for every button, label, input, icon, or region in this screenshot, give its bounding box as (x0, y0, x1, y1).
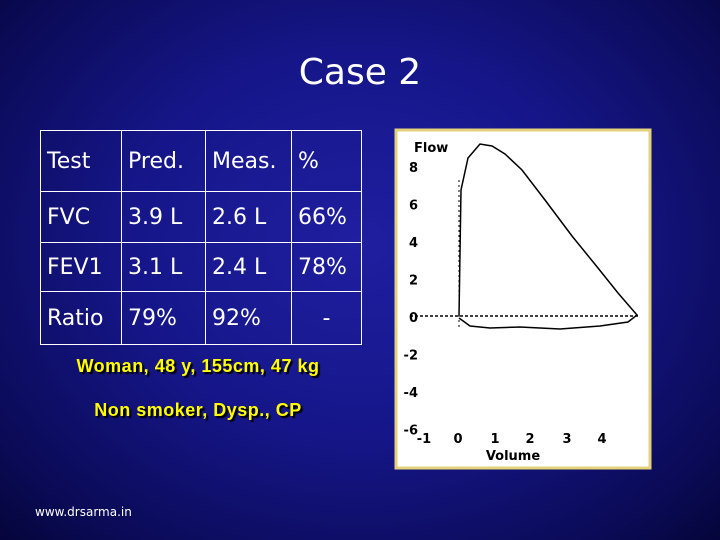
footer: www.drsarma.in (35, 505, 132, 519)
table-cell: 92% (205, 291, 292, 345)
table-cell: 66% (291, 191, 362, 243)
table-cell: 3.1 L (121, 242, 206, 292)
table-cell: % (291, 130, 362, 192)
table-cell: Ratio (40, 291, 122, 345)
slide-title: Case 2 (298, 52, 422, 93)
table-cell: - (291, 291, 362, 345)
table-row: FEV1 3.1 L 2.4 L 78% (40, 242, 362, 292)
results-table: Test Pred. Meas.% FVC 3.9 L 2.6 L 66% FEV1 3.1 L… (40, 130, 362, 345)
table-cell: FVC (40, 191, 122, 243)
table-cell: 2.4 L (205, 242, 292, 292)
table-row: Ratio 79% 92% - (40, 291, 362, 345)
y-tick-label: -6 (404, 424, 418, 439)
y-tick-label: -4 (404, 386, 418, 401)
y-tick-label: 8 (409, 161, 418, 176)
flow-volume-curve (458, 143, 639, 330)
table-cell: Test (40, 130, 122, 192)
table-cell: Meas. (205, 130, 292, 192)
y-axis-label: Flow (414, 141, 448, 156)
x-tick-label: 1 (490, 432, 499, 447)
table-cell: 2.6 L (205, 191, 292, 243)
x-tick-label: -1 (417, 432, 431, 447)
x-tick-label: 4 (597, 432, 606, 447)
table-row: FVC 3.9 L 2.6 L 66% (40, 191, 362, 243)
table-cell: 78% (291, 242, 362, 292)
y-tick-label: 4 (409, 236, 418, 251)
table-cell: 79% (121, 291, 206, 345)
x-tick-label: 3 (562, 432, 571, 447)
y-tick-label: 0 (409, 311, 418, 326)
x-axis-label: Volume (486, 449, 541, 464)
x-tick-label: 0 (453, 432, 462, 447)
patient-note: Woman, 48 y, 155cm, 47 kg (76, 356, 320, 376)
patient-note: Non smoker, Dysp., CP (94, 400, 302, 420)
figure-frame (394, 128, 652, 470)
y-tick-label: 6 (409, 199, 418, 214)
y-tick-label: -2 (404, 349, 418, 364)
x-tick-label: 2 (525, 432, 534, 447)
y-tick-label: 2 (409, 274, 418, 289)
